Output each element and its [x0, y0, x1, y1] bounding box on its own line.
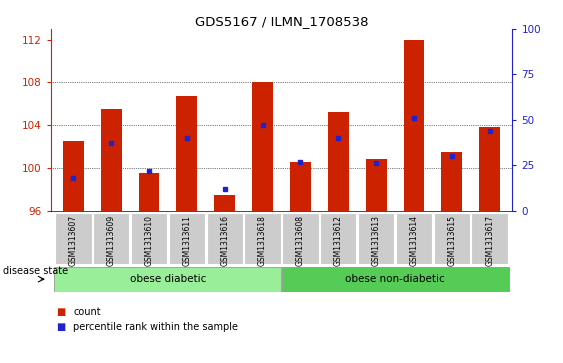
Text: GSM1313617: GSM1313617	[485, 215, 494, 266]
Text: GSM1313612: GSM1313612	[334, 215, 343, 266]
Bar	[244, 213, 281, 265]
Bar	[282, 213, 319, 265]
Bar	[479, 127, 500, 211]
Bar	[55, 213, 92, 265]
Bar	[441, 152, 462, 211]
Text: ■: ■	[56, 322, 65, 332]
Bar	[434, 213, 470, 265]
Bar	[320, 213, 356, 265]
Text: GSM1313607: GSM1313607	[69, 215, 78, 266]
Title: GDS5167 / ILMN_1708538: GDS5167 / ILMN_1708538	[195, 15, 368, 28]
Bar	[215, 195, 235, 211]
Text: GSM1313616: GSM1313616	[220, 215, 229, 266]
Text: GSM1313609: GSM1313609	[107, 215, 116, 266]
Text: GSM1313611: GSM1313611	[182, 215, 191, 266]
Bar	[138, 173, 159, 211]
Bar	[93, 213, 129, 265]
Bar	[328, 112, 348, 211]
Bar	[131, 213, 167, 265]
Bar	[404, 40, 425, 211]
Bar	[169, 213, 205, 265]
Bar	[176, 96, 197, 211]
Bar	[63, 141, 84, 211]
Bar	[358, 213, 394, 265]
Bar	[396, 213, 432, 265]
Bar	[101, 109, 122, 211]
Bar	[366, 159, 387, 211]
Text: GSM1313614: GSM1313614	[409, 215, 418, 266]
Text: count: count	[73, 307, 101, 317]
Bar	[207, 213, 243, 265]
Text: GSM1313615: GSM1313615	[447, 215, 456, 266]
Text: disease state: disease state	[3, 265, 68, 276]
Text: GSM1313610: GSM1313610	[145, 215, 154, 266]
Text: GSM1313608: GSM1313608	[296, 215, 305, 266]
Text: ■: ■	[56, 307, 65, 317]
Text: percentile rank within the sample: percentile rank within the sample	[73, 322, 238, 332]
Bar	[290, 163, 311, 211]
Bar	[252, 82, 273, 211]
Text: obese non-diabetic: obese non-diabetic	[345, 274, 445, 284]
Bar	[55, 266, 282, 292]
Text: GSM1313613: GSM1313613	[372, 215, 381, 266]
Text: obese diabetic: obese diabetic	[130, 274, 206, 284]
Bar	[282, 266, 508, 292]
Text: GSM1313618: GSM1313618	[258, 215, 267, 266]
Bar	[471, 213, 508, 265]
